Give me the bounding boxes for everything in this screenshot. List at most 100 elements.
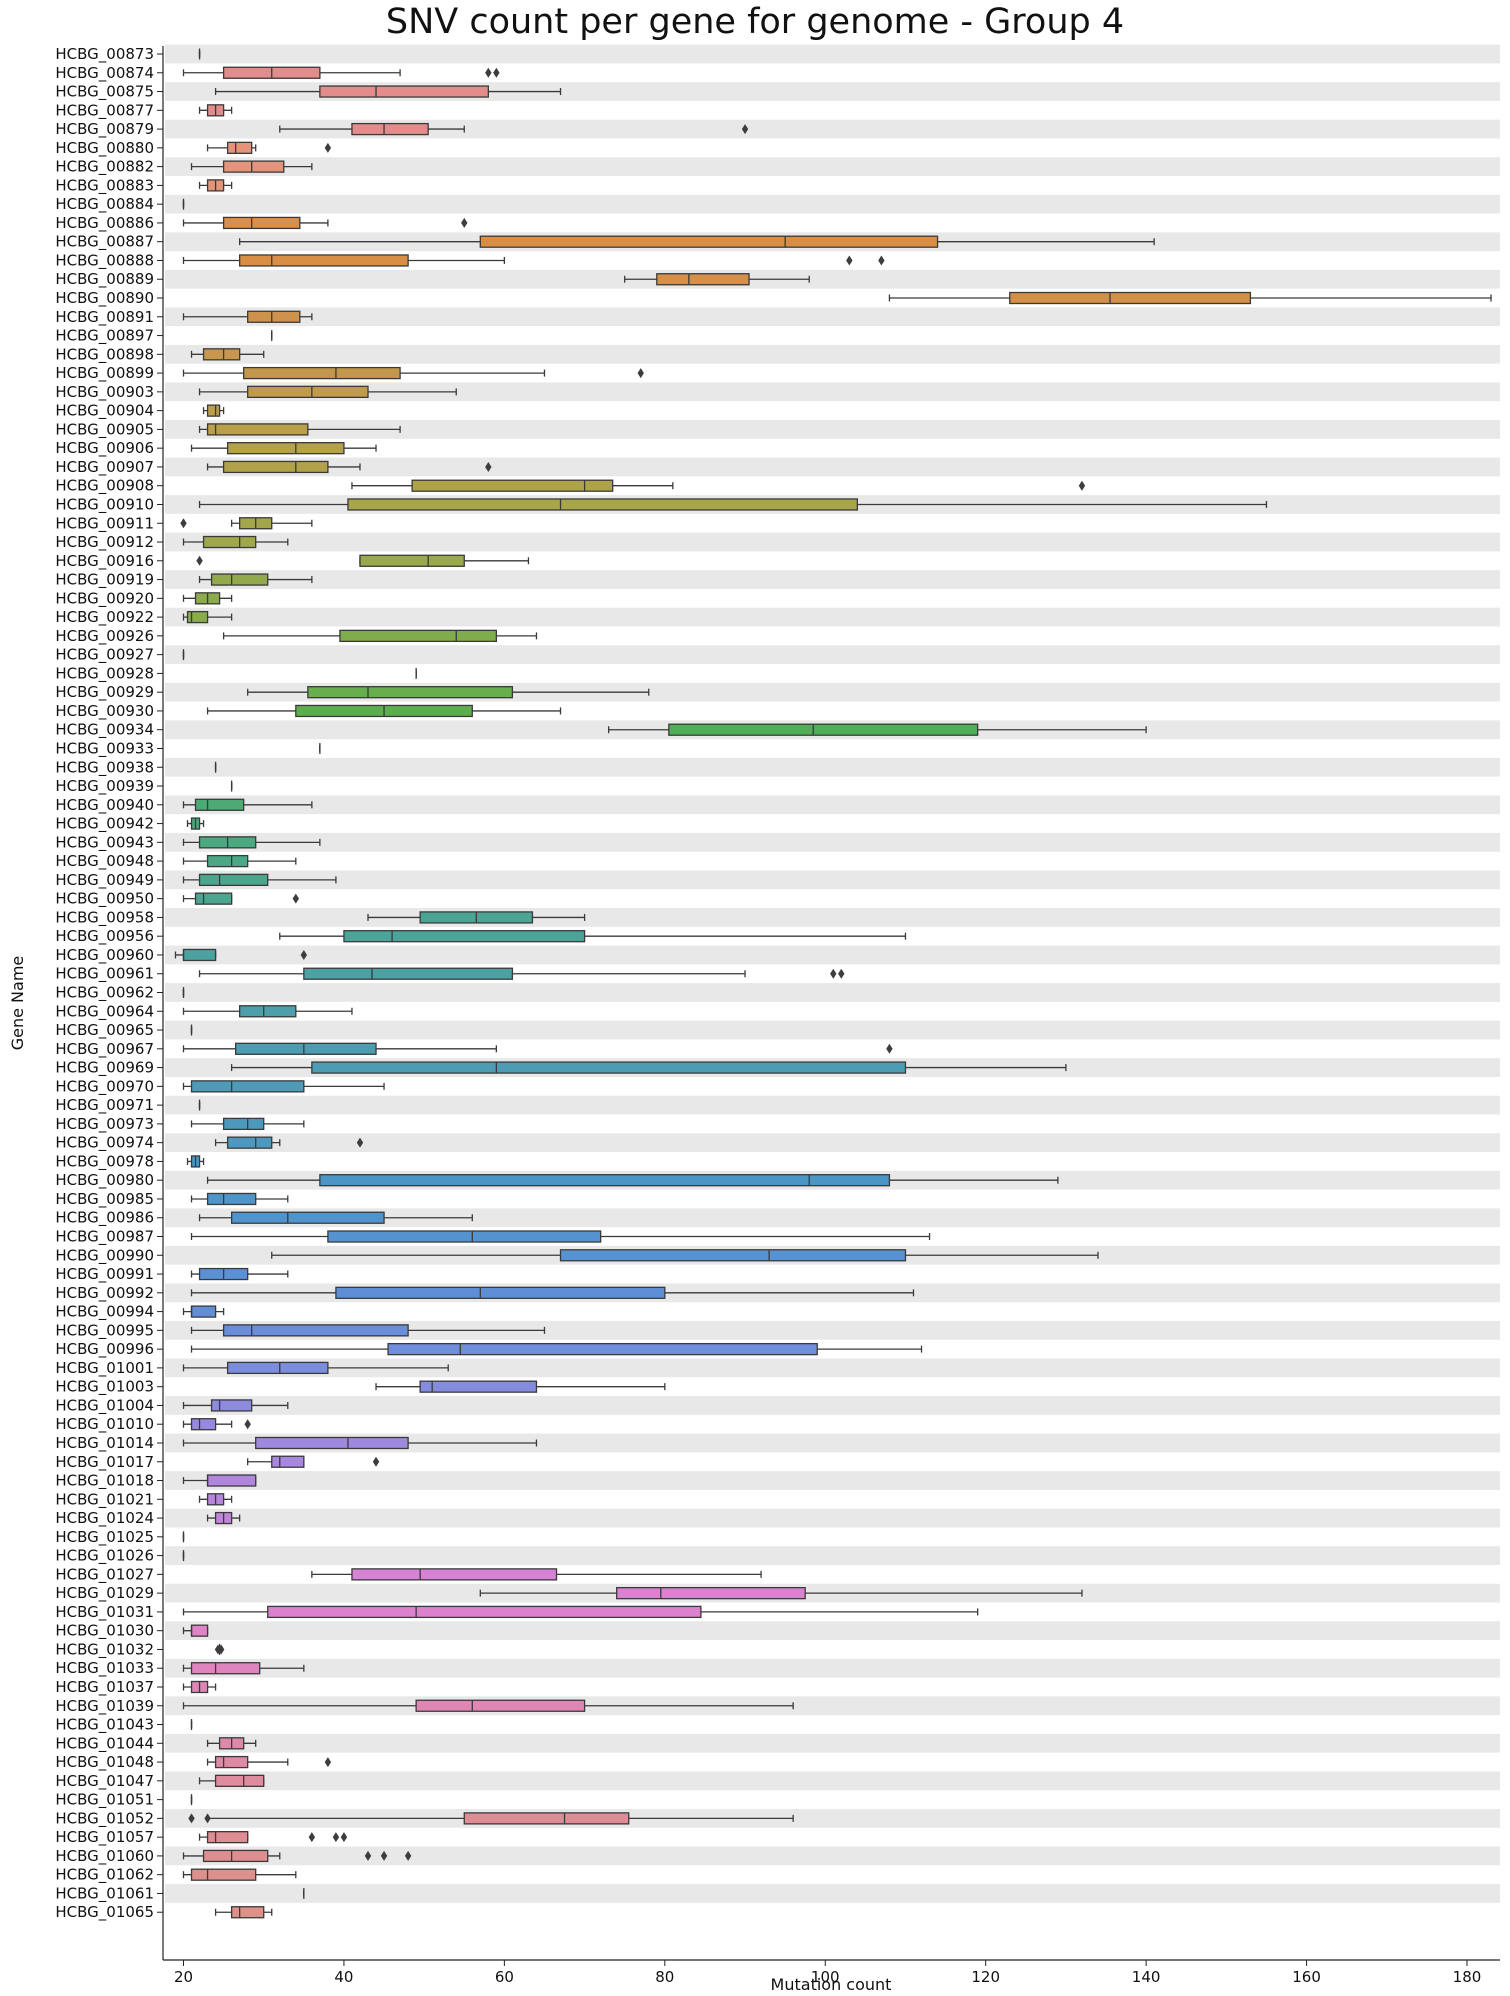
box-rect xyxy=(411,479,614,492)
box-rect xyxy=(307,686,514,699)
x-tick-label: 40 xyxy=(334,1968,353,1986)
row-band xyxy=(165,1433,1500,1453)
box-rect xyxy=(226,1361,329,1375)
box-rect xyxy=(190,1305,217,1318)
y-tick-label: HCBG_01048 xyxy=(55,1753,154,1772)
box-HCBG_00882 xyxy=(190,160,313,173)
box-HCBG_01057 xyxy=(198,1831,348,1844)
outlier-point xyxy=(204,1813,211,1824)
y-tick-label: HCBG_00907 xyxy=(55,458,154,477)
x-tick-label: 140 xyxy=(1132,1968,1161,1986)
y-tick-label: HCBG_01017 xyxy=(55,1453,154,1472)
box-rect xyxy=(202,348,241,361)
box-HCBG_01060 xyxy=(182,1849,412,1863)
outlier-point xyxy=(485,461,492,472)
box-HCBG_00930 xyxy=(206,704,562,718)
y-tick-label: HCBG_00934 xyxy=(55,721,154,740)
box-rect xyxy=(210,573,269,586)
y-tick-label: HCBG_00883 xyxy=(55,176,154,195)
box-HCBG_00906 xyxy=(190,442,377,455)
box-rect xyxy=(243,366,401,380)
box-HCBG_00934 xyxy=(608,723,1147,736)
y-tick-label: HCBG_00889 xyxy=(55,270,154,289)
box-rect xyxy=(463,1812,630,1825)
box-HCBG_01001 xyxy=(182,1361,449,1375)
box-HCBG_00905 xyxy=(198,423,401,436)
row-band xyxy=(165,382,1500,402)
box-HCBG_00994 xyxy=(182,1305,225,1318)
box-HCBG_01030 xyxy=(182,1624,209,1637)
box-HCBG_00880 xyxy=(206,141,332,155)
y-tick-label: HCBG_00964 xyxy=(55,1002,154,1021)
y-tick-label: HCBG_00933 xyxy=(55,739,154,758)
y-tick-label: HCBG_00903 xyxy=(55,383,154,402)
box-HCBG_01033 xyxy=(182,1662,305,1675)
box-HCBG_00978 xyxy=(186,1155,205,1168)
box-HCBG_01048 xyxy=(206,1755,332,1769)
box-rect xyxy=(198,873,269,887)
box-HCBG_00908 xyxy=(351,479,1086,492)
y-tick-label: HCBG_00970 xyxy=(55,1077,154,1096)
box-HCBG_00889 xyxy=(624,273,810,286)
y-tick-label: HCBG_01030 xyxy=(55,1622,154,1641)
box-rect xyxy=(206,1474,257,1487)
box-rect xyxy=(271,1455,305,1468)
box-HCBG_01032 xyxy=(214,1643,225,1655)
box-HCBG_00991 xyxy=(190,1267,289,1281)
row-band xyxy=(165,1621,1500,1641)
row-band xyxy=(165,1658,1500,1678)
row-band xyxy=(165,1320,1500,1340)
box-HCBG_01027 xyxy=(311,1568,762,1581)
box-rect xyxy=(194,892,233,905)
box-HCBG_00911 xyxy=(180,517,313,530)
y-tick-label: HCBG_00897 xyxy=(55,327,154,346)
row-band xyxy=(165,1471,1500,1490)
box-HCBG_00904 xyxy=(202,404,225,417)
row-band xyxy=(165,307,1500,327)
box-HCBG_00890 xyxy=(888,291,1492,305)
y-tick-label: HCBG_01065 xyxy=(55,1903,154,1922)
row-band xyxy=(165,119,1500,139)
box-rect xyxy=(415,1699,586,1712)
y-tick-label: HCBG_01004 xyxy=(55,1396,154,1415)
y-tick-label: HCBG_01039 xyxy=(55,1697,154,1716)
outlier-point xyxy=(356,1137,364,1148)
y-tick-label: HCBG_00939 xyxy=(55,777,154,796)
box-HCBG_01003 xyxy=(375,1380,666,1393)
outlier-point xyxy=(846,255,853,266)
outlier-point xyxy=(244,1419,251,1430)
y-tick-label: HCBG_00873 xyxy=(55,45,154,64)
y-tick-label: HCBG_01044 xyxy=(55,1734,154,1753)
box-rect xyxy=(214,1774,265,1787)
box-HCBG_01044 xyxy=(206,1737,257,1750)
row-band xyxy=(165,945,1500,965)
box-rect xyxy=(255,1436,409,1450)
row-band xyxy=(165,1771,1500,1791)
box-HCBG_01062 xyxy=(182,1868,297,1881)
box-HCBG_00943 xyxy=(182,836,321,849)
box-rect xyxy=(267,1605,702,1619)
box-HCBG_00929 xyxy=(247,686,650,699)
row-band xyxy=(165,1884,1500,1903)
row-band xyxy=(165,1396,1500,1415)
box-rect xyxy=(190,1418,217,1431)
y-tick-label: HCBG_00973 xyxy=(55,1115,154,1134)
box-HCBG_01010 xyxy=(182,1418,251,1431)
row-band xyxy=(165,1846,1500,1866)
outlier-point xyxy=(404,1850,412,1861)
y-tick-label: HCBG_00995 xyxy=(55,1321,154,1340)
box-HCBG_00961 xyxy=(198,967,845,980)
row-band xyxy=(165,1733,1500,1753)
y-tick-label: HCBG_00879 xyxy=(55,120,154,139)
x-tick-label: 60 xyxy=(495,1968,514,1986)
outlier-point xyxy=(886,1043,893,1054)
box-rect xyxy=(351,1568,558,1581)
y-tick-label: HCBG_00974 xyxy=(55,1134,154,1153)
box-HCBG_00995 xyxy=(190,1324,546,1337)
y-tick-label: HCBG_00980 xyxy=(55,1171,154,1190)
outlier-point xyxy=(741,124,749,135)
box-HCBG_01024 xyxy=(206,1511,241,1525)
y-tick-label: HCBG_00929 xyxy=(55,683,154,702)
box-HCBG_00898 xyxy=(190,348,265,361)
box-HCBG_00986 xyxy=(198,1211,473,1224)
